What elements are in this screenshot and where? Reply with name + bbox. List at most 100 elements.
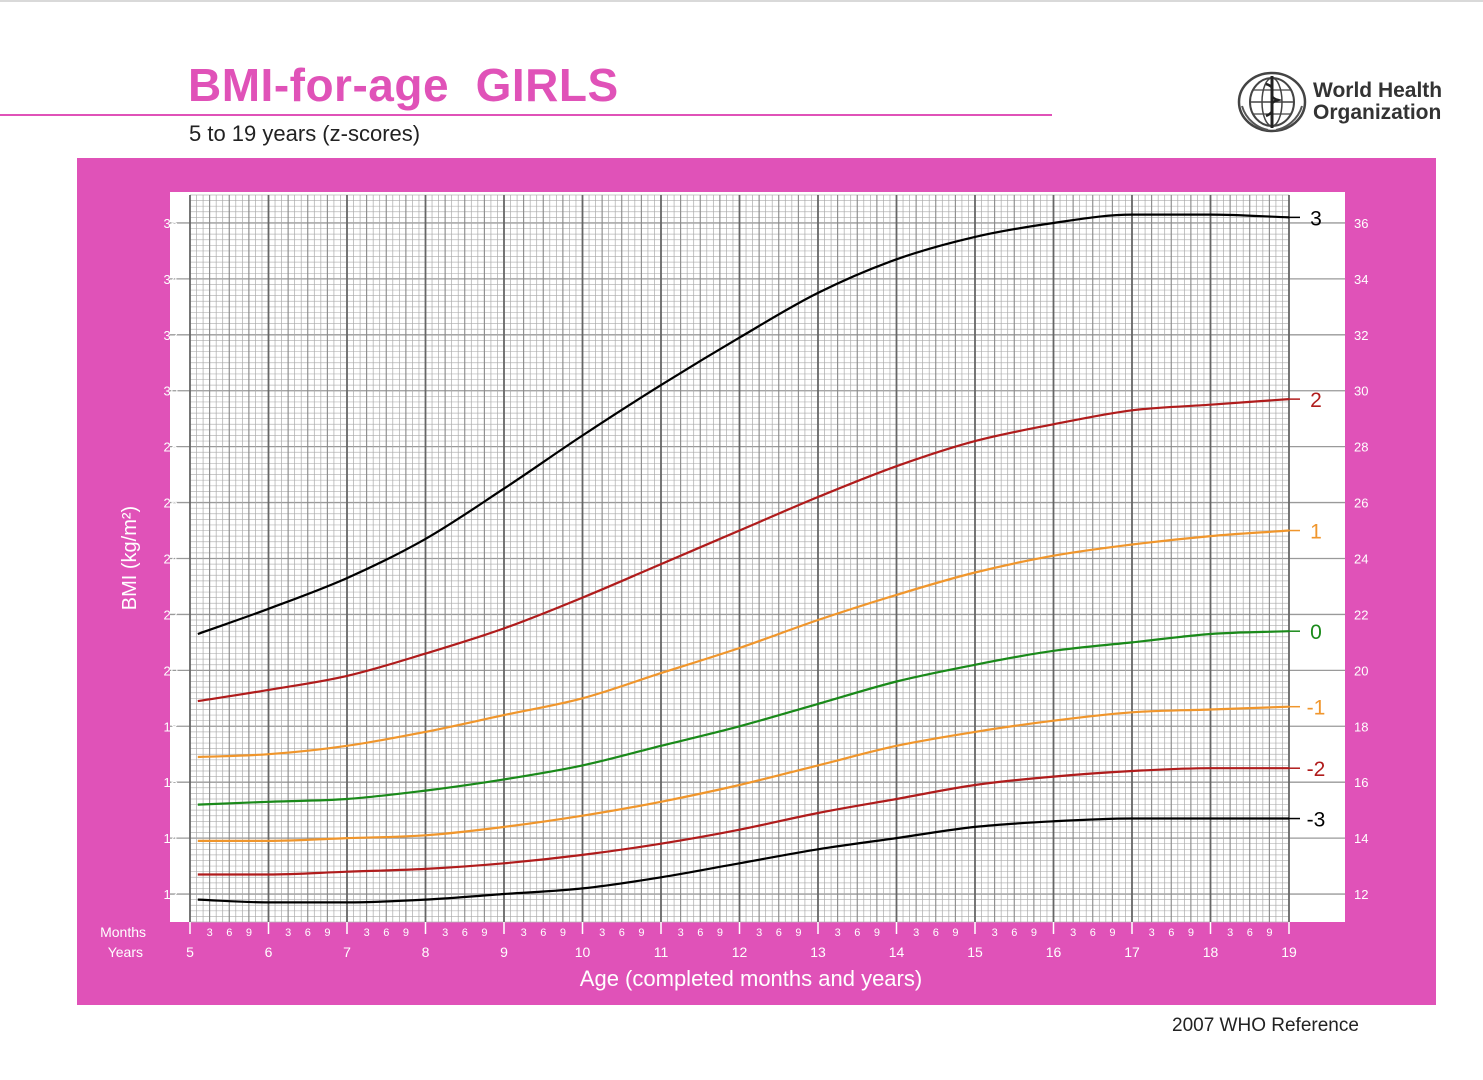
x-month-label: 3 (521, 927, 527, 939)
x-month-label: 3 (678, 927, 684, 939)
x-month-label: 6 (854, 927, 860, 939)
x-month-label: 9 (1188, 927, 1194, 939)
y-tick-label-left: 22 (164, 607, 178, 622)
x-month-label: 3 (442, 927, 448, 939)
x-year-label: 7 (343, 944, 351, 960)
x-year-label: 16 (1046, 944, 1062, 960)
who-organization-name: World Health Organization (1313, 80, 1442, 124)
x-year-label: 9 (500, 944, 508, 960)
y-tick-label-right: 32 (1354, 328, 1368, 343)
zscore-curve--2 (197, 767, 1289, 876)
x-month-label: 6 (1011, 927, 1017, 939)
x-year-label: 6 (265, 944, 273, 960)
x-month-label: 9 (246, 927, 252, 939)
y-tick-label-left: 12 (164, 887, 178, 902)
y-tick-label-right: 28 (1354, 440, 1368, 455)
x-month-label: 6 (1090, 927, 1096, 939)
x-month-label: 9 (874, 927, 880, 939)
y-tick-label-right: 14 (1354, 831, 1368, 846)
x-month-label: 6 (226, 927, 232, 939)
zscore-curve-1 (197, 529, 1290, 759)
x-month-label: 6 (462, 927, 468, 939)
y-tick-label-left: 24 (164, 552, 178, 567)
x-month-label: 3 (756, 927, 762, 939)
x-month-label: 3 (1149, 927, 1155, 939)
x-month-label: 6 (1168, 927, 1174, 939)
x-year-label: 12 (732, 944, 748, 960)
org-name-line2: Organization (1313, 101, 1442, 124)
plot-area (170, 192, 1345, 922)
y-tick-label-left: 36 (164, 216, 178, 231)
zscore-label-2: 2 (1310, 389, 1322, 412)
x-year-label: 17 (1124, 944, 1140, 960)
y-tick-label-right: 16 (1354, 775, 1368, 790)
x-month-label: 6 (383, 927, 389, 939)
zscore-label--2: -2 (1307, 758, 1326, 781)
y-tick-label-right: 34 (1354, 272, 1368, 287)
y-tick-label-right: 30 (1354, 384, 1368, 399)
zscore-curve--3 (197, 817, 1289, 904)
x-year-label: 13 (810, 944, 826, 960)
x-months-row-label: Months (100, 924, 146, 940)
x-month-label: 6 (1247, 927, 1253, 939)
x-month-label: 9 (717, 927, 723, 939)
x-month-label: 3 (207, 927, 213, 939)
x-month-label: 6 (933, 927, 939, 939)
x-years-row-label: Years (108, 944, 143, 960)
title-underline (0, 114, 1052, 116)
y-tick-label-right: 20 (1354, 663, 1368, 678)
x-year-label: 15 (967, 944, 983, 960)
zscore-label-1: 1 (1310, 521, 1322, 544)
x-month-label: 3 (364, 927, 370, 939)
who-emblem-icon (1237, 71, 1307, 133)
x-month-label: 3 (992, 927, 998, 939)
x-month-label: 9 (560, 927, 566, 939)
y-tick-label-right: 18 (1354, 719, 1368, 734)
zscore-label-0: 0 (1310, 621, 1322, 644)
y-tick-label-right: 36 (1354, 216, 1368, 231)
y-tick-label-left: 26 (164, 496, 178, 511)
y-tick-label-left: 28 (164, 440, 178, 455)
y-tick-label-right: 22 (1354, 607, 1368, 622)
chart-subtitle: 5 to 19 years (z-scores) (189, 121, 421, 146)
x-month-label: 6 (697, 927, 703, 939)
x-year-label: 8 (422, 944, 430, 960)
x-year-label: 5 (186, 944, 194, 960)
zscore-curve-0 (197, 630, 1290, 806)
top-rule (0, 0, 1483, 2)
x-year-label: 19 (1281, 944, 1297, 960)
x-month-label: 9 (638, 927, 644, 939)
zscore-label--3: -3 (1307, 809, 1326, 832)
x-month-label: 6 (776, 927, 782, 939)
x-month-label: 3 (835, 927, 841, 939)
chart-title: BMI-for-age GIRLS (188, 59, 619, 111)
y-tick-label-left: 16 (164, 775, 178, 790)
zscore-label-3: 3 (1310, 207, 1322, 230)
x-month-label: 3 (599, 927, 605, 939)
x-year-label: 18 (1203, 944, 1219, 960)
x-month-label: 6 (305, 927, 311, 939)
zscore-curve-3 (197, 213, 1290, 636)
x-month-label: 3 (1070, 927, 1076, 939)
y-tick-label-left: 18 (164, 719, 178, 734)
x-month-label: 9 (1266, 927, 1272, 939)
zscore-curve-2 (197, 398, 1290, 703)
y-axis-title: BMI (kg/m²) (119, 506, 141, 610)
footer-reference: 2007 WHO Reference (1172, 1015, 1359, 1036)
y-tick-label-right: 12 (1354, 887, 1368, 902)
zscore-curve--1 (197, 705, 1290, 843)
y-tick-label-left: 30 (164, 384, 178, 399)
x-month-label: 3 (285, 927, 291, 939)
x-month-label: 9 (1031, 927, 1037, 939)
y-tick-label-left: 20 (164, 663, 178, 678)
y-tick-label-right: 24 (1354, 552, 1368, 567)
x-month-label: 9 (324, 927, 330, 939)
x-year-label: 14 (889, 944, 905, 960)
x-month-label: 9 (1109, 927, 1115, 939)
x-month-label: 9 (952, 927, 958, 939)
x-month-label: 3 (1227, 927, 1233, 939)
x-month-label: 6 (619, 927, 625, 939)
x-year-label: 10 (575, 944, 591, 960)
y-tick-label-left: 14 (164, 831, 178, 846)
